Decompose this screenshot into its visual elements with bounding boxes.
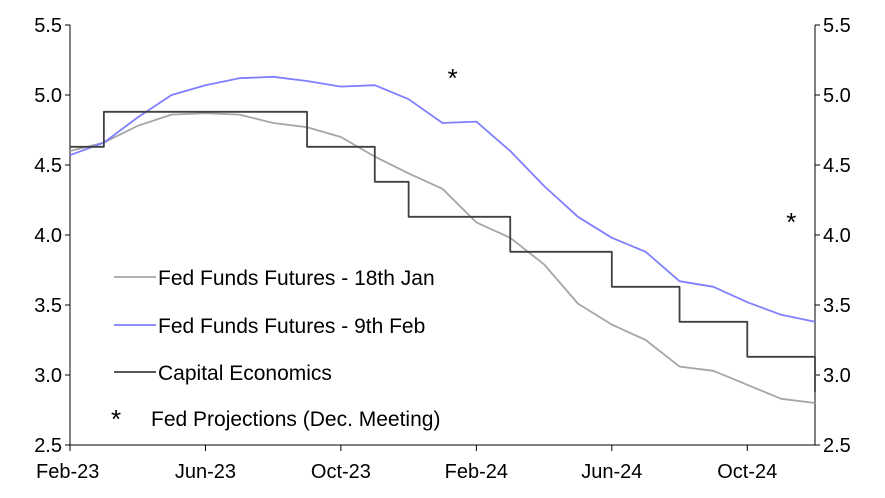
y-tick-label-right: 3.5 — [823, 295, 851, 317]
legend: Fed Funds Futures - 18th Jan Fed Funds Fu… — [111, 267, 441, 434]
y-tick-label-left: 4.0 — [34, 225, 62, 247]
x-tick-label: Feb-24 — [445, 461, 508, 483]
legend-label-3: Fed Projections (Dec. Meeting) — [151, 408, 440, 431]
legend-label-1: Fed Funds Futures - 9th Feb — [158, 315, 425, 338]
y-tick-label-left: 3.0 — [34, 365, 62, 387]
y-tick-label-right: 5.0 — [823, 85, 851, 107]
legend-label-2: Capital Economics — [158, 362, 332, 385]
x-tick-label: Jun-23 — [175, 461, 236, 483]
legend-label-0: Fed Funds Futures - 18th Jan — [158, 267, 435, 290]
series-line-1 — [69, 75, 816, 323]
x-tick-label: Jun-24 — [581, 461, 642, 483]
tick-labels: 2.5 3.0 3.5 4.0 4.5 5.0 5.5 2.5 3.0 3.5 4.0 4.5 5.0 5… — [34, 15, 851, 483]
axes — [65, 24, 820, 451]
x-tick-label: Feb-23 — [36, 461, 99, 483]
fed-projection-marker: * — [448, 63, 458, 93]
y-tick-label-right: 4.5 — [823, 155, 851, 177]
series-layer: ** — [69, 63, 816, 404]
y-tick-label-right: 2.5 — [823, 435, 851, 457]
y-tick-label-left: 3.5 — [34, 295, 62, 317]
y-tick-label-right: 3.0 — [823, 365, 851, 387]
fed-projection-marker: * — [786, 207, 796, 237]
y-tick-label-left: 5.5 — [34, 15, 62, 37]
y-tick-label-left: 4.5 — [34, 155, 62, 177]
y-tick-label-right: 5.5 — [823, 15, 851, 37]
legend-marker-3: * — [111, 404, 121, 434]
series-line-0 — [69, 112, 816, 404]
y-tick-label-right: 4.0 — [823, 225, 851, 247]
y-tick-label-left: 2.5 — [34, 435, 62, 457]
y-tick-label-left: 5.0 — [34, 85, 62, 107]
x-tick-label: Oct-23 — [311, 461, 371, 483]
series-line-2 — [70, 110, 816, 392]
x-tick-label: Oct-24 — [717, 461, 777, 483]
